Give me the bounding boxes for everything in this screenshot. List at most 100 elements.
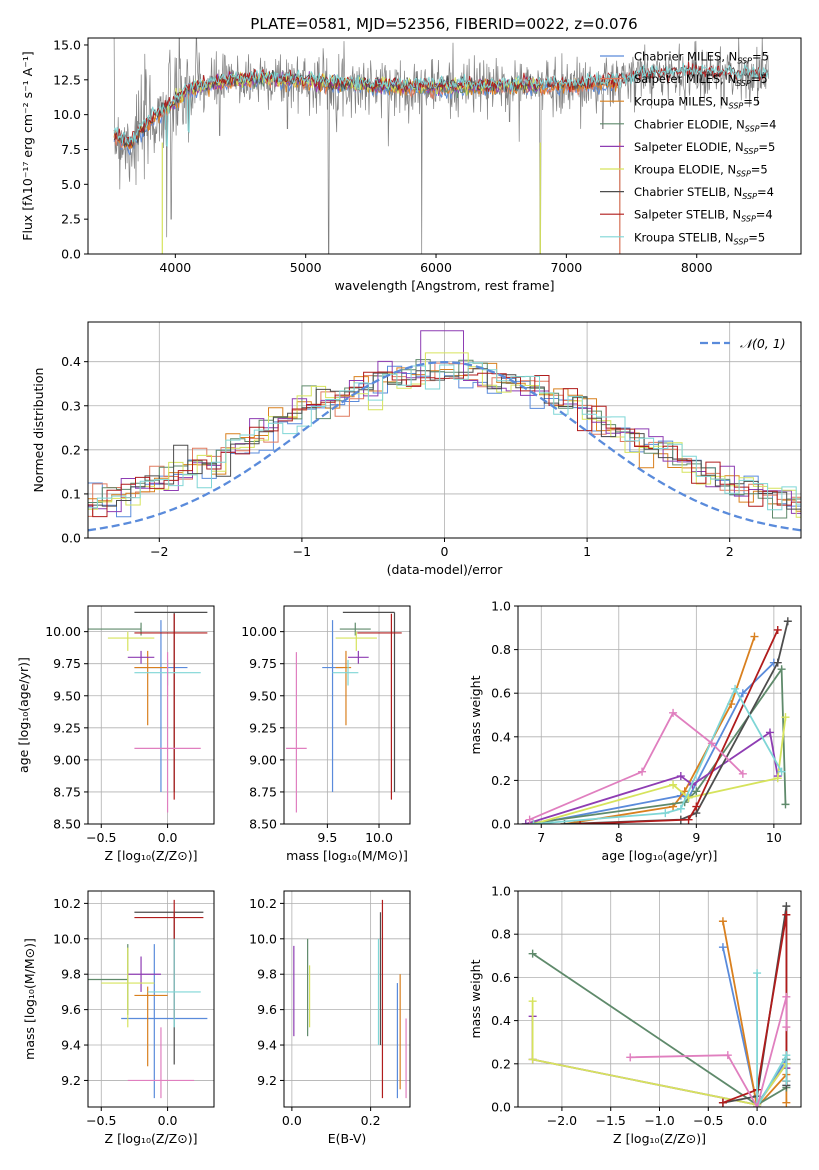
error-bar [286, 652, 307, 813]
x-axis-label: E(B-V) [328, 1131, 367, 1146]
data-point-marker [525, 815, 534, 824]
data-point-marker [750, 632, 759, 641]
y-axis-label: mass [log₁₀(M/M⊙)] [22, 938, 37, 1060]
x-tick-label: 0.2 [361, 1113, 381, 1128]
y-tick-label: 9.8 [61, 967, 81, 982]
mass-vs-metallicity-panel: −0.5 0.0 9.2 9.4 9.6 9.8 10.0 10.2 Z [log₁₀(Z/Z⊙… [22, 890, 215, 1146]
data-point-marker [718, 943, 727, 952]
data-point-marker [521, 820, 530, 824]
model-spectrum-line [113, 62, 769, 148]
data-point-marker [684, 815, 693, 824]
x-tick-label: 5000 [290, 260, 322, 275]
data-point-marker [626, 1053, 635, 1062]
y-tick-label: 1.0 [491, 599, 511, 614]
data-point-marker [773, 625, 782, 634]
error-bar [339, 622, 371, 636]
y-tick-label: 10.2 [53, 896, 81, 911]
y-tick-label: 10.00 [241, 624, 277, 639]
y-tick-label: 9.8 [257, 967, 277, 982]
data-point-marker [661, 809, 670, 818]
y-tick-label: 9.4 [61, 1038, 81, 1053]
data-point-marker [576, 820, 585, 824]
data-point-marker [782, 992, 791, 1001]
data-point-marker [718, 1098, 727, 1107]
data-point-marker [782, 910, 791, 919]
y-axis-label: Flux [fλ10⁻¹⁷ erg cm⁻² s⁻¹ A⁻¹] [20, 51, 35, 240]
y-tick-label: 9.25 [53, 720, 81, 735]
histogram-steps [88, 352, 801, 518]
data-point-marker [777, 665, 786, 674]
legend-label: Chabrier MILES, NSSP=5 [634, 50, 769, 66]
x-tick-label: 1 [583, 544, 591, 559]
x-axis-label: age [log₁₀(age/yr)] [602, 848, 718, 863]
error-bar [127, 956, 161, 992]
x-tick-label: 8 [615, 830, 623, 845]
y-tick-label: 0.8 [491, 642, 511, 657]
series-line [579, 629, 779, 824]
y-axis-label: mass weight [468, 959, 483, 1038]
y-tick-label: 0.2 [491, 773, 511, 788]
x-tick-label: −0.5 [693, 1113, 723, 1128]
axes-frame [283, 890, 411, 1108]
y-tick-label: 15.0 [53, 37, 81, 52]
legend-item: Kroupa STELIB, NSSP=5 [600, 230, 765, 246]
data-point-marker [753, 1103, 762, 1107]
legend-label: 𝒩(0, 1) [740, 336, 786, 351]
x-tick-label: 10 [766, 830, 782, 845]
error-bar [335, 631, 377, 651]
data-point-marker [692, 802, 701, 811]
x-tick-label: 9 [692, 830, 700, 845]
x-tick-label: −1 [293, 544, 311, 559]
legend-item: 𝒩(0, 1) [700, 336, 786, 351]
y-tick-label: 9.6 [61, 1002, 81, 1017]
x-axis-label: mass [log₁₀(M/M⊙)] [286, 848, 408, 863]
x-tick-label: 0.0 [158, 1113, 178, 1128]
axes-frame [283, 605, 411, 825]
x-tick-label: 0 [441, 544, 449, 559]
y-tick-label: 9.50 [53, 688, 81, 703]
age-vs-metallicity-panel: −0.5 0.0 8.50 8.75 9.00 9.25 9.50 9.75 10.00 Z [l… [16, 605, 215, 863]
data-point-marker [781, 800, 790, 809]
y-tick-label: 9.2 [257, 1073, 277, 1088]
x-tick-label: 7000 [550, 260, 582, 275]
gaussian-curve [88, 360, 801, 532]
legend-label: Salpeter ELODIE, NSSP=5 [634, 140, 775, 156]
error-bar [332, 659, 359, 686]
legend-label: Chabrier STELIB, NSSP=4 [634, 185, 774, 201]
error-bar [107, 631, 155, 651]
legend-item: Salpeter ELODIE, NSSP=5 [600, 140, 775, 156]
error-bar [134, 652, 201, 813]
histogram-steps [88, 371, 801, 518]
data-point-marker [782, 1077, 791, 1086]
y-tick-label: 0.4 [491, 1013, 511, 1028]
legend-item: Salpeter MILES, NSSP=5 [600, 72, 768, 88]
error-bar [342, 611, 396, 792]
x-tick-label: 6000 [420, 260, 452, 275]
x-tick-label: 10.0 [365, 830, 393, 845]
data-point-marker [707, 739, 716, 748]
axes-frame [87, 605, 215, 825]
y-tick-label: 9.25 [249, 720, 277, 735]
y-tick-label: 0.2 [491, 1056, 511, 1071]
legend-item: Chabrier MILES, NSSP=5 [600, 50, 769, 66]
y-tick-label: 8.50 [53, 817, 81, 832]
data-point-marker [669, 708, 678, 717]
y-tick-label: 9.00 [53, 752, 81, 767]
y-tick-label: 9.50 [249, 688, 277, 703]
series-line [756, 973, 788, 1107]
legend-item: Chabrier ELODIE, NSSP=4 [600, 117, 776, 133]
error-bar [357, 613, 402, 800]
data-point-marker [731, 684, 740, 693]
data-point-marker [528, 1055, 537, 1064]
x-axis-label: Z [log₁₀(Z/Z⊙)] [105, 1131, 198, 1146]
legend-item: Salpeter STELIB, NSSP=4 [600, 208, 773, 224]
histogram-steps [88, 362, 801, 511]
data-point-marker [773, 658, 782, 667]
mass-weight-vs-age-panel: 7 8 9 10 0.0 0.2 0.4 0.6 0.8 1.0 age [log₁₀(age/yr… [468, 599, 802, 863]
data-point-marker [692, 787, 701, 796]
x-tick-label: 2 [726, 544, 734, 559]
x-tick-label: 4000 [159, 260, 191, 275]
data-point-marker [782, 1051, 791, 1060]
y-tick-label: 0.0 [491, 1100, 511, 1115]
